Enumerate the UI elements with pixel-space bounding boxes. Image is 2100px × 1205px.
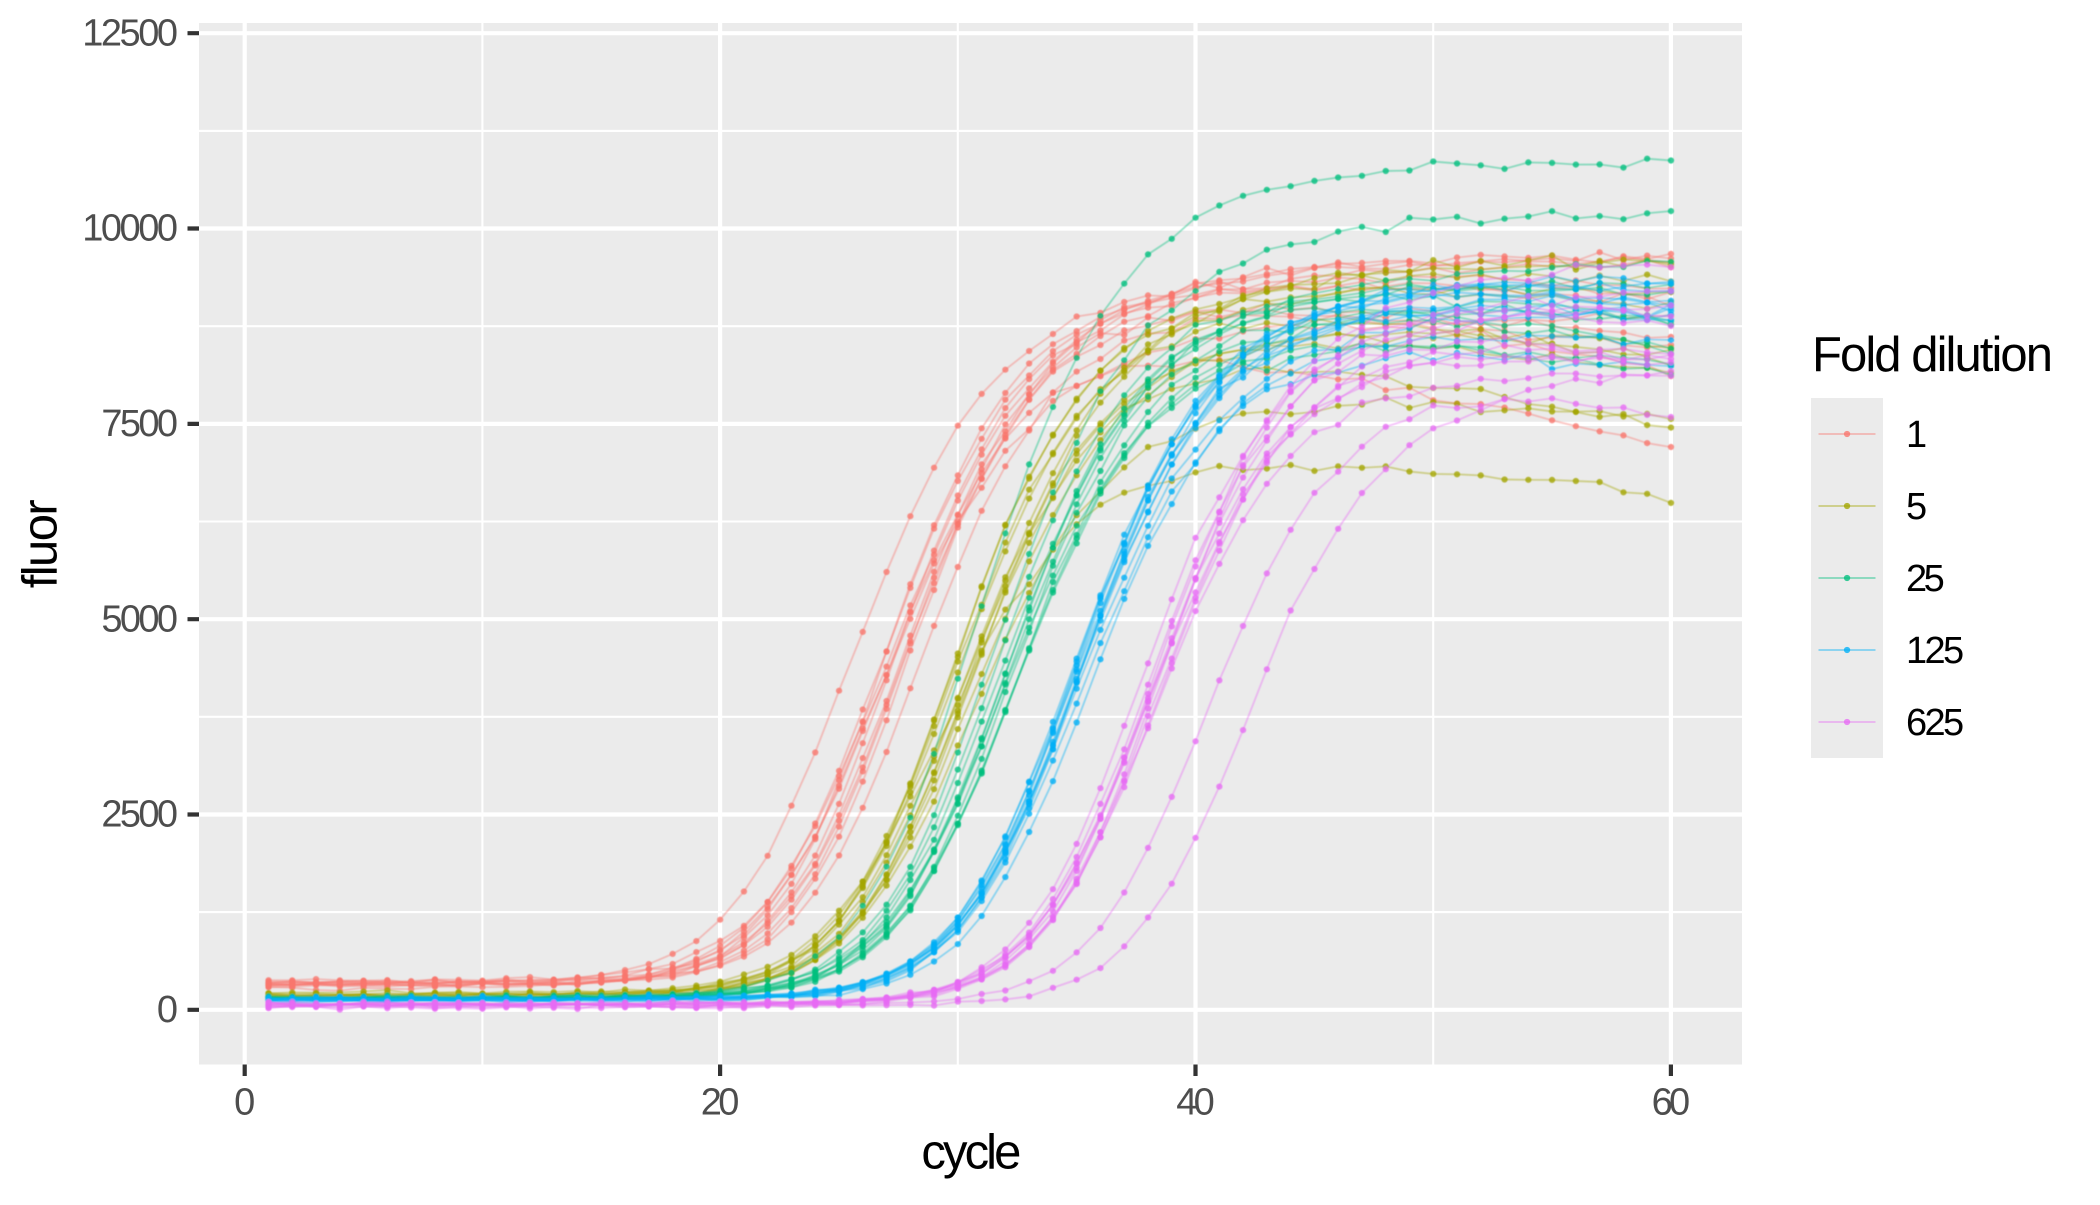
svg-text:Fold dilution: Fold dilution <box>1812 328 2053 382</box>
svg-text:10000: 10000 <box>82 208 178 250</box>
svg-text:60: 60 <box>1652 1082 1691 1124</box>
svg-text:5: 5 <box>1906 486 1927 528</box>
svg-text:cycle: cycle <box>921 1126 1021 1180</box>
svg-text:0: 0 <box>157 989 178 1031</box>
svg-text:25: 25 <box>1906 558 1945 600</box>
svg-text:7500: 7500 <box>101 403 178 445</box>
svg-text:fluor: fluor <box>14 499 68 588</box>
svg-text:2500: 2500 <box>101 794 178 836</box>
svg-text:125: 125 <box>1906 630 1964 672</box>
svg-text:1: 1 <box>1906 414 1927 456</box>
svg-text:5000: 5000 <box>101 598 178 640</box>
svg-text:625: 625 <box>1906 702 1964 744</box>
svg-text:20: 20 <box>701 1082 740 1124</box>
svg-text:40: 40 <box>1176 1082 1215 1124</box>
svg-text:0: 0 <box>234 1082 255 1124</box>
svg-text:12500: 12500 <box>82 12 178 54</box>
